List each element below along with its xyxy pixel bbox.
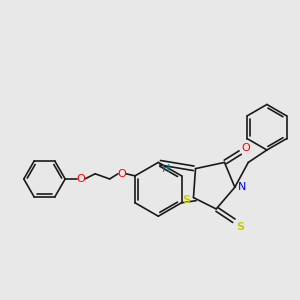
Text: S: S xyxy=(236,222,244,232)
Text: O: O xyxy=(76,174,85,184)
Text: O: O xyxy=(118,169,126,179)
Text: H: H xyxy=(162,164,171,174)
Text: O: O xyxy=(242,143,250,153)
Text: N: N xyxy=(238,182,246,192)
Text: S: S xyxy=(182,195,190,205)
